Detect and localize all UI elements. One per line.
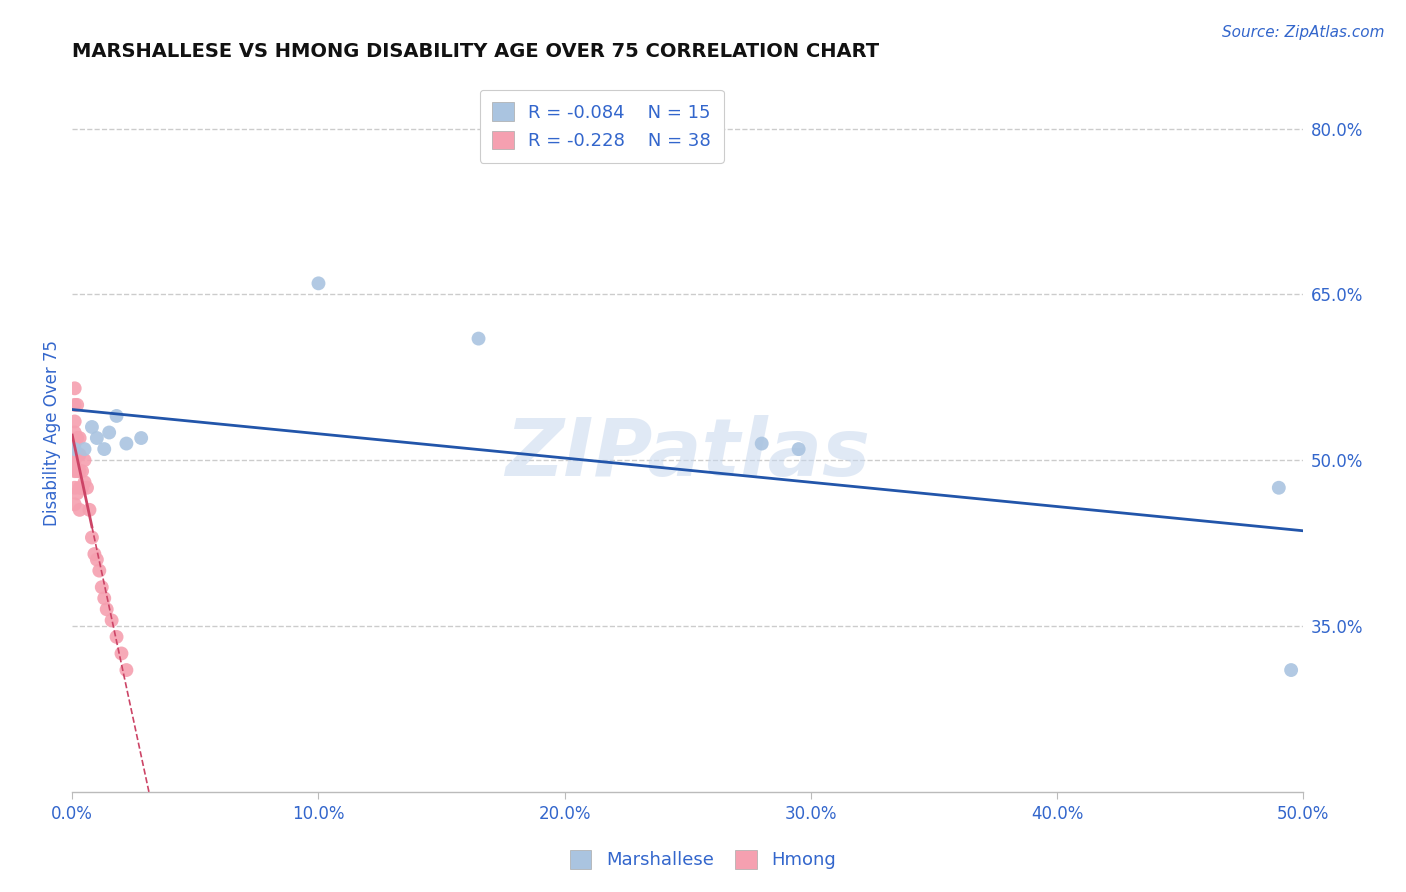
Point bbox=[63, 481, 86, 495]
Point bbox=[86, 552, 108, 566]
Point bbox=[73, 453, 96, 467]
Point bbox=[69, 431, 91, 445]
Point bbox=[751, 436, 773, 450]
Point bbox=[93, 442, 115, 456]
Text: ZIPatlas: ZIPatlas bbox=[505, 415, 870, 493]
Point bbox=[63, 453, 86, 467]
Point bbox=[63, 398, 86, 412]
Point bbox=[105, 630, 128, 644]
Point bbox=[110, 647, 132, 661]
Point bbox=[129, 431, 152, 445]
Point bbox=[66, 431, 89, 445]
Point bbox=[63, 448, 86, 462]
Point bbox=[79, 503, 101, 517]
Point bbox=[66, 448, 89, 462]
Point bbox=[83, 547, 105, 561]
Point bbox=[70, 464, 93, 478]
Point bbox=[69, 503, 91, 517]
Point bbox=[63, 442, 86, 456]
Point bbox=[63, 497, 86, 511]
Point bbox=[90, 580, 112, 594]
Point bbox=[63, 458, 86, 473]
Point bbox=[80, 420, 103, 434]
Point bbox=[63, 464, 86, 478]
Point bbox=[63, 381, 86, 395]
Point bbox=[787, 442, 810, 456]
Point bbox=[66, 464, 89, 478]
Point bbox=[63, 425, 86, 440]
Point bbox=[115, 436, 138, 450]
Point bbox=[93, 591, 115, 606]
Point bbox=[66, 486, 89, 500]
Point bbox=[89, 564, 111, 578]
Point bbox=[76, 481, 98, 495]
Point bbox=[98, 425, 121, 440]
Legend: Marshallese, Hmong: Marshallese, Hmong bbox=[561, 841, 845, 879]
Point bbox=[69, 448, 91, 462]
Point bbox=[73, 475, 96, 490]
Point bbox=[86, 431, 108, 445]
Point bbox=[73, 442, 96, 456]
Point bbox=[69, 481, 91, 495]
Point bbox=[66, 398, 89, 412]
Point bbox=[63, 414, 86, 428]
Point bbox=[115, 663, 138, 677]
Point bbox=[308, 277, 330, 291]
Text: Source: ZipAtlas.com: Source: ZipAtlas.com bbox=[1222, 25, 1385, 40]
Point bbox=[100, 613, 122, 627]
Point bbox=[1279, 663, 1302, 677]
Point bbox=[80, 531, 103, 545]
Text: MARSHALLESE VS HMONG DISABILITY AGE OVER 75 CORRELATION CHART: MARSHALLESE VS HMONG DISABILITY AGE OVER… bbox=[72, 42, 879, 61]
Point bbox=[467, 332, 489, 346]
Point bbox=[63, 436, 86, 450]
Point bbox=[1268, 481, 1291, 495]
Point bbox=[69, 464, 91, 478]
Point bbox=[70, 481, 93, 495]
Point bbox=[105, 409, 128, 423]
Legend: R = -0.084    N = 15, R = -0.228    N = 38: R = -0.084 N = 15, R = -0.228 N = 38 bbox=[479, 89, 724, 162]
Point bbox=[96, 602, 118, 616]
Y-axis label: Disability Age Over 75: Disability Age Over 75 bbox=[44, 340, 60, 525]
